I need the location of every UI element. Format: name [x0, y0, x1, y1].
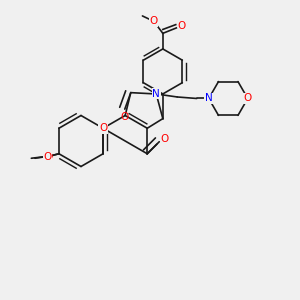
Text: O: O [44, 152, 52, 162]
Text: N: N [205, 94, 213, 103]
Text: O: O [150, 16, 158, 26]
Text: O: O [121, 112, 129, 122]
Text: O: O [178, 21, 186, 31]
Text: O: O [99, 123, 107, 133]
Text: O: O [44, 152, 52, 162]
Text: O: O [244, 94, 252, 103]
Text: O: O [99, 123, 107, 133]
Text: N: N [152, 89, 160, 99]
Text: O: O [160, 134, 169, 144]
